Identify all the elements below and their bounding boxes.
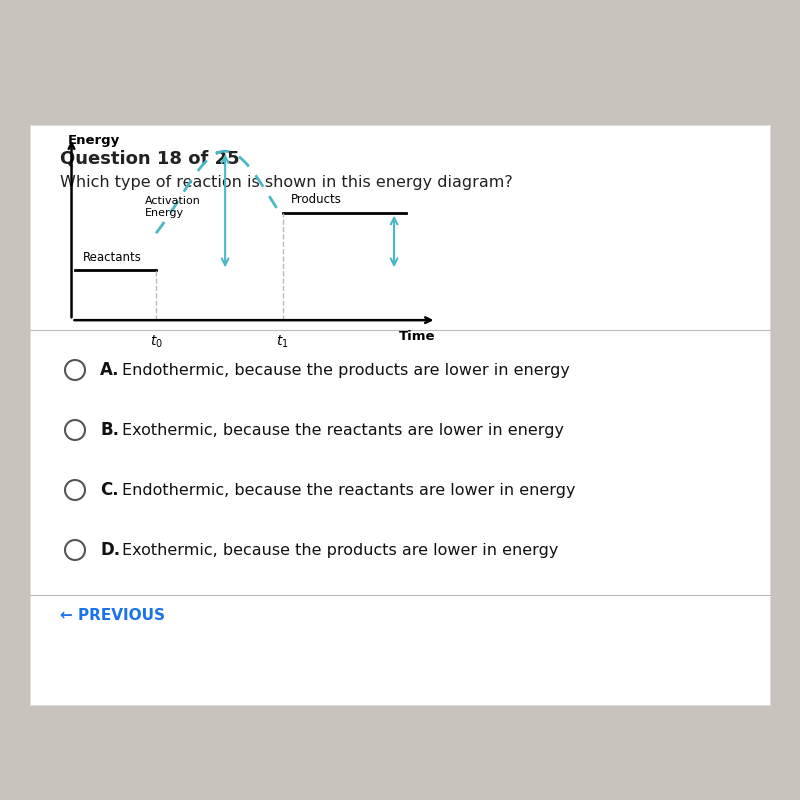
Text: B.: B. xyxy=(100,421,119,439)
Text: Energy: Energy xyxy=(68,134,120,147)
Text: Exothermic, because the products are lower in energy: Exothermic, because the products are low… xyxy=(122,542,558,558)
Text: Products: Products xyxy=(290,193,342,206)
Text: Exothermic, because the reactants are lower in energy: Exothermic, because the reactants are lo… xyxy=(122,422,564,438)
Text: $t_1$: $t_1$ xyxy=(276,334,289,350)
Text: Activation
Energy: Activation Energy xyxy=(145,196,200,218)
Text: A.: A. xyxy=(100,361,119,379)
Text: Question 18 of 25: Question 18 of 25 xyxy=(60,150,240,168)
Text: D.: D. xyxy=(100,541,120,559)
FancyBboxPatch shape xyxy=(30,125,770,705)
Text: Which type of reaction is shown in this energy diagram?: Which type of reaction is shown in this … xyxy=(60,175,513,190)
Text: $t_0$: $t_0$ xyxy=(150,334,162,350)
Text: Endothermic, because the reactants are lower in energy: Endothermic, because the reactants are l… xyxy=(122,482,575,498)
Text: C.: C. xyxy=(100,481,118,499)
Text: Endothermic, because the products are lower in energy: Endothermic, because the products are lo… xyxy=(122,362,570,378)
Text: ← PREVIOUS: ← PREVIOUS xyxy=(60,607,165,622)
Text: Reactants: Reactants xyxy=(83,250,142,263)
Text: Time: Time xyxy=(399,330,435,342)
